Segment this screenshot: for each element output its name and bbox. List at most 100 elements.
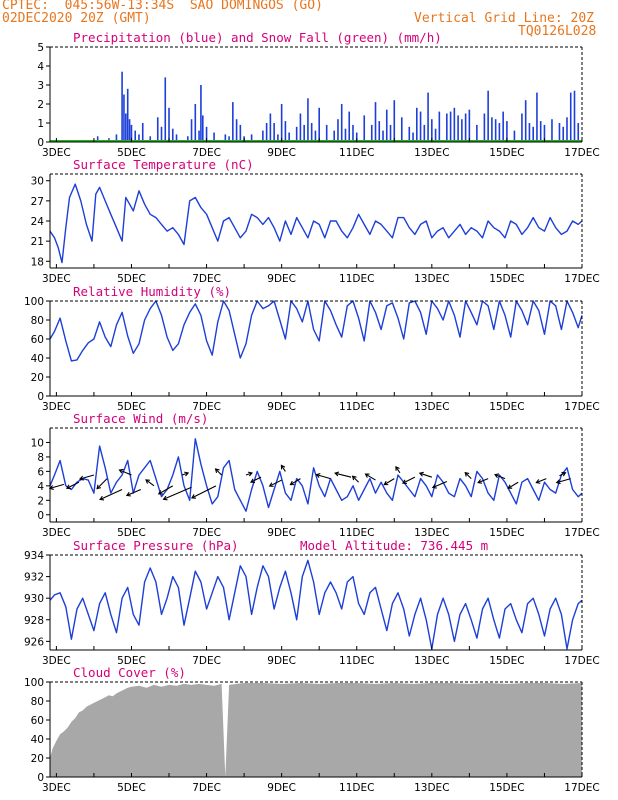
rh-xtick-label: 5DEC — [117, 401, 146, 413]
wind-vector — [158, 485, 174, 495]
precip-bar — [224, 134, 227, 142]
precip-bar — [265, 123, 268, 142]
wind-vector — [191, 485, 217, 499]
rh-ytick-label: 60 — [31, 334, 44, 346]
rh-xtick-label: 13DEC — [414, 401, 449, 413]
precip-xtick-label: 17DEC — [564, 147, 599, 159]
precip-xtick-label: 7DEC — [192, 147, 221, 159]
header-station: CPTEC: 045:56W-13:34S SAO DOMINGOS (GO) — [2, 0, 323, 13]
wind-vector-head — [99, 495, 105, 501]
wind-vector-head — [214, 468, 220, 474]
pressure-xtick-label: 11DEC — [339, 655, 374, 667]
precip-bar — [284, 121, 287, 142]
wind-vector-head — [401, 479, 407, 485]
wind-vector — [334, 472, 352, 478]
precip-bar — [487, 90, 489, 142]
wind-vector-head — [464, 471, 470, 477]
wind-vector-head — [247, 471, 253, 477]
precip-bar — [198, 130, 200, 142]
precip-bar — [573, 90, 576, 142]
precip-bar — [190, 119, 193, 142]
precip-bar — [434, 128, 437, 142]
temp-xtick-label: 11DEC — [339, 273, 374, 285]
precip-bar — [344, 128, 347, 142]
wind-vector-head — [561, 471, 567, 477]
precip-bar — [273, 123, 275, 142]
precip-bar — [506, 121, 508, 142]
wind-vector — [419, 472, 432, 478]
wind-vector — [536, 478, 547, 484]
precip-bar — [438, 111, 441, 142]
precip-bar — [280, 104, 283, 142]
wind-vector — [559, 472, 566, 477]
rh-series-line — [49, 300, 583, 362]
cloud-ytick-label: 80 — [31, 696, 44, 708]
wind-vector-head — [418, 471, 424, 477]
wind-xtick-label: 15DEC — [489, 527, 524, 539]
precip-bar — [149, 136, 152, 142]
precip-bar — [310, 123, 313, 142]
temp-panel: Surface Temperature (nC) 18 21 24 27 30 3DEC 5D… — [31, 157, 600, 285]
precip-bar — [468, 109, 471, 142]
wind-vector — [119, 469, 132, 476]
cloud-xtick-label: 15DEC — [489, 782, 524, 794]
rh-ytick-label: 80 — [31, 315, 44, 327]
wind-title: Surface Wind (m/s) — [73, 411, 208, 426]
precip-bar — [543, 124, 546, 142]
wind-xtick-label: 17DEC — [564, 527, 599, 539]
rh-ytick-label: 0 — [37, 391, 44, 403]
pressure-subtitle: Model Altitude: 736.445 m — [300, 538, 488, 553]
precip-bar — [262, 130, 264, 142]
precip-bar — [175, 134, 178, 142]
rh-xtick-label: 9DEC — [267, 401, 296, 413]
cloud-xtick-label: 3DEC — [42, 782, 71, 794]
precip-bar — [532, 126, 534, 142]
precip-bar — [498, 123, 501, 142]
header-model-id: TQ0126L028 — [518, 24, 597, 39]
wind-vector-head — [280, 464, 286, 470]
precip-bar — [558, 123, 561, 142]
precip-bar — [277, 134, 279, 142]
temp-xtick-label: 13DEC — [414, 273, 449, 285]
pressure-ytick-label: 926 — [24, 636, 44, 648]
wind-vector-head — [351, 475, 357, 481]
wind-vector — [290, 478, 301, 486]
pressure-panel: Surface Pressure (hPa) Model Altitude: 73… — [24, 538, 600, 667]
precip-bar — [400, 117, 403, 142]
wind-ytick-label: 0 — [37, 510, 44, 522]
wind-vector — [66, 481, 80, 489]
precip-bar — [303, 124, 305, 142]
cloud-xtick-label: 9DEC — [267, 782, 296, 794]
pressure-xtick-label: 7DEC — [192, 655, 221, 667]
cloud-panel: Cloud Cover (%) 0 20 40 60 80 100 3DEC 5DEC 7DEC 9… — [24, 665, 600, 794]
precip-bar — [419, 111, 422, 142]
wind-xtick-label: 5DEC — [117, 527, 146, 539]
precip-bar — [491, 117, 493, 142]
precip-bar — [528, 123, 531, 142]
precip-bar — [288, 132, 290, 142]
pressure-title: Surface Pressure (hPa) — [73, 538, 239, 553]
wind-vector-head — [118, 468, 124, 474]
precip-bar — [138, 134, 140, 142]
precip-bar — [337, 119, 339, 142]
precip-bar — [232, 102, 234, 142]
precip-bar — [134, 130, 137, 142]
wind-xtick-label: 3DEC — [42, 527, 71, 539]
precip-ytick-label: 4 — [37, 61, 44, 73]
wind-vector-head — [507, 484, 513, 489]
wind-vector-head — [334, 471, 340, 477]
temp-ytick-label: 21 — [31, 236, 44, 248]
wind-vector-head — [315, 473, 321, 478]
precip-bar — [96, 136, 99, 142]
header-run-date: 02DEC2020 20Z (GMT) — [2, 11, 151, 26]
wind-vector — [79, 474, 95, 480]
precip-ytick-label: 5 — [37, 42, 44, 54]
wind-series-line — [49, 438, 583, 512]
pressure-xtick-label: 3DEC — [42, 655, 71, 667]
precip-bar — [318, 107, 320, 142]
precip-bar — [228, 136, 230, 142]
rh-panel: Relative Humidity (%) 0 20 40 60 80 100 3DEC 5DE… — [24, 284, 600, 413]
pressure-ytick-label: 932 — [24, 572, 44, 584]
precip-bar — [393, 100, 396, 142]
cloud-xtick-label: 7DEC — [192, 782, 221, 794]
